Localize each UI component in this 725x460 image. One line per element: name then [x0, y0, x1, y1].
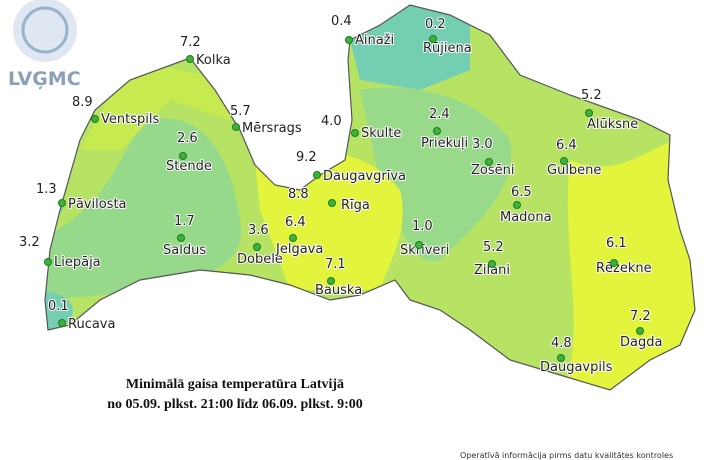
station-name: Alūksne — [587, 117, 638, 132]
station-dot — [327, 277, 335, 285]
station-dot — [179, 152, 187, 160]
station-name: Daugavgrīva — [323, 169, 406, 184]
station-value: 3.6 — [248, 223, 269, 238]
station-name: Daugavpils — [540, 360, 613, 375]
station-value: 1.0 — [412, 219, 433, 234]
station-value: 0.4 — [331, 14, 352, 29]
station-value: 8.8 — [288, 187, 309, 202]
station-value: 2.4 — [429, 107, 450, 122]
station-value: 6.1 — [606, 236, 627, 251]
station-dot — [44, 258, 52, 266]
station-value: 6.5 — [511, 185, 532, 200]
station-name: Kolka — [196, 53, 231, 68]
station-dot — [585, 109, 593, 117]
station-dot — [289, 234, 297, 242]
station-dot — [636, 327, 644, 335]
station-dot — [91, 115, 99, 123]
station-value: 1.7 — [174, 214, 195, 229]
logo-text: LVĢMC — [8, 68, 81, 90]
station-name: Ainaži — [355, 33, 394, 48]
station-name: Priekuļi — [421, 136, 468, 151]
station-value: 6.4 — [556, 138, 577, 153]
station-value: 3.0 — [472, 137, 493, 152]
station-dot — [328, 199, 336, 207]
station-dot — [488, 260, 496, 268]
station-value: 2.6 — [177, 131, 198, 146]
station-value: 6.4 — [285, 215, 306, 230]
station-name: Rūjiena — [423, 41, 472, 56]
station-dot — [415, 241, 423, 249]
station-name: Liepāja — [54, 255, 101, 270]
station-dot — [345, 36, 353, 44]
station-value: 5.2 — [483, 240, 504, 255]
station-name: Jelgava — [275, 242, 323, 257]
station-name: Dagda — [620, 335, 662, 350]
station-dot — [253, 243, 261, 251]
station-name: Rīga — [341, 198, 370, 213]
station-value: 3.2 — [19, 235, 40, 250]
station-name: Skulte — [361, 126, 401, 141]
station-dot — [560, 157, 568, 165]
station-name: Ventspils — [101, 112, 159, 127]
station-name: Mērsrags — [242, 121, 302, 136]
map-subtitle: no 05.09. plkst. 21:00 līdz 06.09. plkst… — [107, 397, 363, 412]
station-value: 1.3 — [36, 182, 57, 197]
station-name: Madona — [500, 210, 552, 225]
station-value: 4.0 — [321, 114, 342, 129]
map-title: Minimālā gaisa temperatūra Latvijā — [126, 377, 344, 392]
station-dot — [186, 55, 194, 63]
station-name: Dobele — [237, 252, 283, 267]
station-name: Zilani — [474, 263, 510, 278]
station-dot — [610, 259, 618, 267]
station-dot — [232, 123, 240, 131]
station-name: Saldus — [163, 243, 206, 258]
station-value: 9.2 — [296, 150, 317, 165]
station-name: Bauska — [315, 283, 362, 298]
station-name: Rucava — [68, 317, 115, 332]
station-dot — [313, 171, 321, 179]
station-value: 4.8 — [551, 336, 572, 351]
station-dot — [58, 319, 66, 327]
station-value: 5.7 — [230, 104, 251, 119]
station-name: Pāvilosta — [68, 197, 127, 212]
station-value: 7.2 — [630, 309, 651, 324]
station-dot — [513, 201, 521, 209]
station-dot — [177, 234, 185, 242]
station-value: 0.2 — [425, 17, 446, 32]
station-name: Stende — [166, 159, 212, 174]
footnote: Operatīvā informācija pirms datu kvalitā… — [460, 451, 673, 460]
station-name: Rēzekne — [596, 261, 652, 276]
station-dot — [557, 354, 565, 362]
station-value: 7.1 — [325, 257, 346, 272]
station-dot — [485, 158, 493, 166]
station-value: 0.1 — [48, 299, 69, 314]
station-value: 8.9 — [72, 95, 93, 110]
station-value: 5.2 — [581, 88, 602, 103]
station-dot — [58, 199, 66, 207]
station-dot — [433, 127, 441, 135]
station-name: Gulbene — [547, 163, 601, 178]
station-dot — [351, 129, 359, 137]
station-name: Zosēni — [471, 163, 514, 178]
station-name: Skrīveri — [400, 243, 449, 258]
station-dot — [429, 35, 437, 43]
logo-ring — [21, 6, 69, 54]
station-value: 7.2 — [180, 35, 201, 50]
